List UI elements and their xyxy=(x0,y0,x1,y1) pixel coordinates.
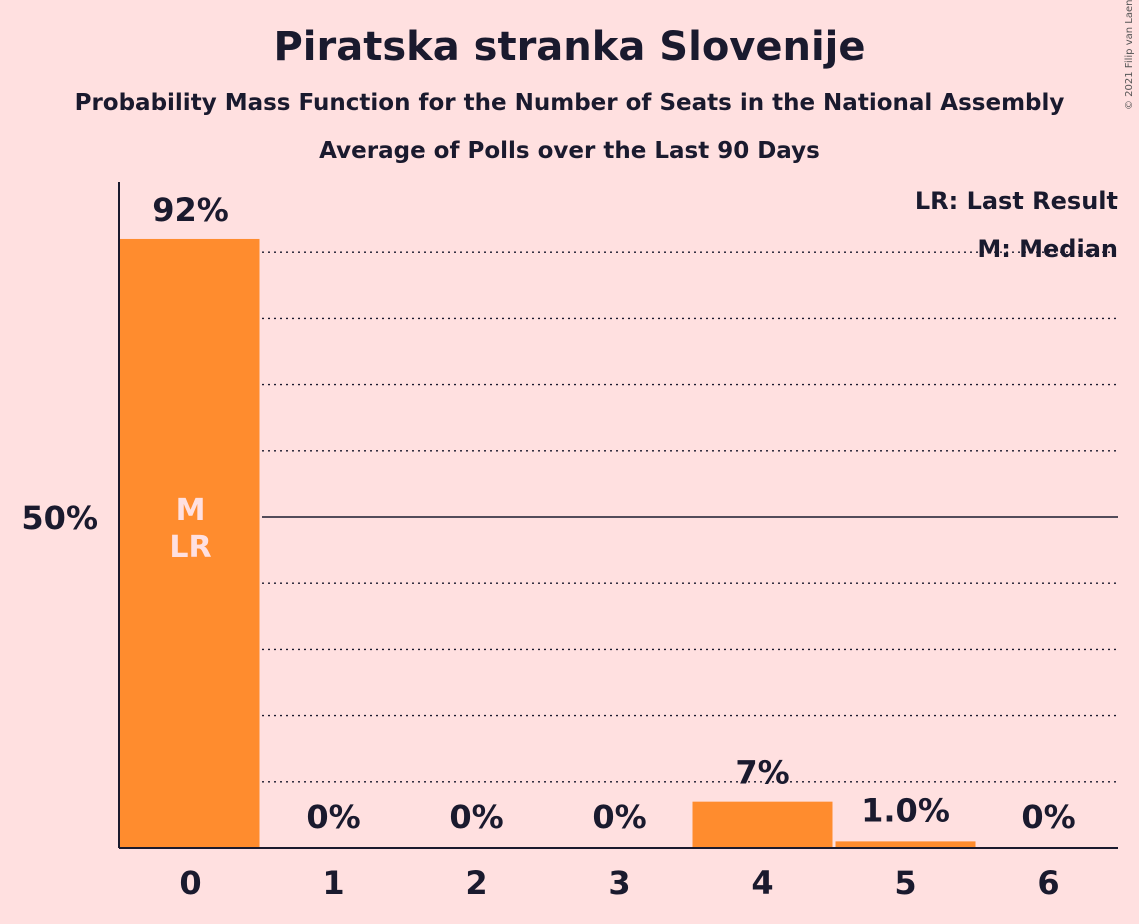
chart-subtitle-2: Average of Polls over the Last 90 Days xyxy=(319,138,820,164)
data-label: 7% xyxy=(735,754,789,792)
chart-title: Piratska stranka Slovenije xyxy=(273,24,866,70)
x-tick-label: 4 xyxy=(751,864,773,902)
bars xyxy=(119,238,976,848)
bar xyxy=(119,238,260,848)
axes xyxy=(118,182,1118,849)
gridlines xyxy=(262,251,1118,783)
data-label: 0% xyxy=(306,798,360,836)
data-label: 0% xyxy=(1021,798,1075,836)
x-tick-label: 1 xyxy=(322,864,344,902)
legend-last-result: LR: Last Result xyxy=(915,187,1118,215)
x-tick-label: 2 xyxy=(465,864,487,902)
data-label: 92% xyxy=(152,191,229,229)
x-tick-label: 6 xyxy=(1037,864,1059,902)
legend-median: M: Median xyxy=(977,235,1118,263)
x-tick-label: 0 xyxy=(179,864,201,902)
bar xyxy=(835,841,976,848)
x-tick-label: 3 xyxy=(608,864,630,902)
x-tick-label: 5 xyxy=(894,864,916,902)
data-label: 0% xyxy=(449,798,503,836)
bar-marker-label: M xyxy=(176,493,206,528)
data-label: 1.0% xyxy=(861,791,950,829)
bar-marker-label: LR xyxy=(169,530,211,565)
chart-subtitle: Probability Mass Function for the Number… xyxy=(74,90,1065,116)
data-label: 0% xyxy=(592,798,646,836)
y-tick-label: 50% xyxy=(21,499,98,537)
bar xyxy=(692,801,833,848)
